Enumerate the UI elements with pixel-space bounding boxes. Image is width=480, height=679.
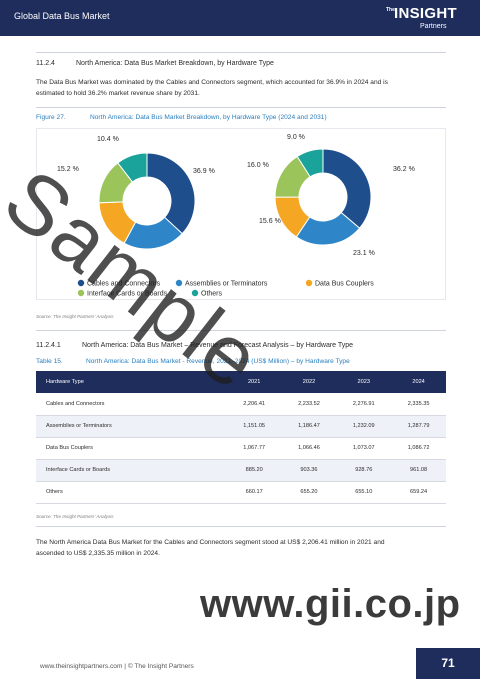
table-cell: 659.24: [391, 481, 446, 504]
insight-partners-logo: The INSIGHT Partners: [384, 4, 464, 34]
legend-label-others: Others: [201, 291, 223, 298]
paragraph-line: The Data Bus Market was dominated by the…: [36, 79, 388, 86]
chart-legend: Cables and Connectors Assemblies or Term…: [77, 279, 374, 298]
divider: [36, 330, 446, 331]
logo-partners: Partners: [420, 23, 447, 30]
table-header-cell: 2024: [391, 371, 446, 393]
table-cell: 2,276.91: [336, 393, 392, 416]
donut-charts-svg: 36.9 % 15.2 % 10.4 % 36.2 % 23.1 % 15.6 % 16.…: [57, 134, 415, 298]
divider: [36, 526, 446, 527]
table-cell: 655.20: [281, 481, 337, 504]
table-cell: 1,067.77: [226, 437, 282, 460]
table-cell: 903.36: [281, 459, 337, 482]
figure-title: North America: Data Bus Market Breakdown…: [90, 114, 327, 121]
subsection-number: 11.2.4.1: [36, 342, 61, 349]
subsection-title: North America: Data Bus Market – Revenue…: [82, 342, 354, 349]
paragraph-line: ascended to US$ 2,335.35 million in 2024…: [36, 550, 160, 557]
table-header-cell: 2023: [336, 371, 392, 393]
legend-swatch-others: [191, 289, 199, 297]
paragraph-line: estimated to hold 36.2% market revenue s…: [36, 90, 200, 97]
table-cell: 961.08: [391, 459, 446, 482]
table-row: Data Bus Couplers 1,067.77 1,066.46 1,07…: [36, 437, 446, 460]
legend-label-cables: Cables and Connectors: [87, 281, 161, 288]
closing-paragraph: The North America Data Bus Market for th…: [36, 537, 456, 559]
table-row: Assemblies or Terminators 1,151.05 1,186…: [36, 415, 446, 438]
table-cell: Interface Cards or Boards: [36, 459, 227, 482]
table-row: Others 660.17 655.20 655.10 659.24: [36, 481, 446, 504]
legend-swatch-cables: [77, 279, 85, 287]
table-header-cell: 2022: [281, 371, 337, 393]
legend-label-assemblies: Assemblies or Terminators: [185, 281, 268, 288]
donut-chart-2031: 36.2 % 23.1 % 15.6 % 16.0 % 9.0 %: [247, 134, 415, 257]
table-cell: 1,186.47: [281, 415, 337, 438]
legend-swatch-assemblies: [175, 279, 183, 287]
table-cell: 2,233.52: [281, 393, 337, 416]
table-cell: 885.20: [226, 459, 282, 482]
figure-label: Figure 27.: [36, 114, 66, 121]
logo-insight: INSIGHT: [394, 5, 457, 22]
donut-value-label: 15.6 %: [259, 218, 281, 225]
divider: [36, 107, 446, 108]
legend-label-couplers: Data Bus Couplers: [315, 281, 374, 288]
table-header-cell: 2021: [226, 371, 282, 393]
legend-swatch-interface: [77, 289, 85, 297]
donut-value-label: 16.0 %: [247, 162, 269, 169]
table-row: Interface Cards or Boards 885.20 903.36 …: [36, 459, 446, 482]
donut-slice-2031-4: [296, 148, 324, 178]
donut-slice-2024-4: [117, 152, 148, 183]
intro-paragraph: The Data Bus Market was dominated by the…: [36, 77, 456, 99]
table-cell: 1,232.09: [336, 415, 392, 438]
table-cell: 1,073.07: [336, 437, 392, 460]
table-cell: 1,287.79: [391, 415, 446, 438]
donut-chart-2024: 36.9 % 15.2 % 10.4 %: [57, 136, 215, 250]
table-title: North America: Data Bus Market - Revenue…: [86, 358, 350, 365]
table-label: Table 15.: [36, 358, 63, 365]
figure-source: Source: The Insight Partners' Analysis: [36, 314, 114, 319]
table-source: Source: The Insight Partners' Analysis: [36, 514, 114, 519]
donut-value-label: 9.0 %: [287, 134, 305, 141]
donut-value-label: 36.2 %: [393, 166, 415, 173]
table-cell: Cables and Connectors: [36, 393, 227, 416]
section-number: 11.2.4: [36, 60, 55, 67]
donut-slice-2024-0: [146, 152, 196, 235]
paragraph-line: The North America Data Bus Market for th…: [36, 539, 385, 546]
table-cell: 928.76: [336, 459, 392, 482]
table-cell: Others: [36, 481, 227, 504]
table-cell: Assemblies or Terminators: [36, 415, 227, 438]
table-cell: 660.17: [226, 481, 282, 504]
divider: [36, 52, 446, 53]
table-row: Cables and Connectors 2,206.41 2,233.52 …: [36, 393, 446, 416]
legend-label-interface: Interface Cards or Boards: [87, 291, 168, 298]
table-cell: 2,335.35: [391, 393, 446, 416]
watermark-url: www.gii.co.jp: [200, 582, 461, 626]
table-cell: 655.10: [336, 481, 392, 504]
table-cell: 1,151.05: [226, 415, 282, 438]
page-number: 71: [416, 648, 480, 679]
donut-slice-2031-0: [322, 148, 372, 229]
legend-swatch-couplers: [305, 279, 313, 287]
table-cell: 1,086.72: [391, 437, 446, 460]
revenue-table: Hardware Type 2021 2022 2023 2024 Cables…: [36, 371, 446, 504]
donut-value-label: 23.1 %: [353, 250, 375, 257]
donut-charts-panel: 36.9 % 15.2 % 10.4 % 36.2 % 23.1 % 15.6 % 16.…: [36, 128, 446, 300]
footer-url: www.theinsightpartners.com | © The Insig…: [40, 663, 194, 670]
donut-value-label: 15.2 %: [57, 166, 79, 173]
section-title: North America: Data Bus Market Breakdown…: [76, 60, 274, 67]
table-cell: 1,066.46: [281, 437, 337, 460]
header-title: Global Data Bus Market: [14, 11, 110, 21]
logo-the: The: [386, 7, 395, 13]
table-header-row: Hardware Type 2021 2022 2023 2024: [36, 371, 446, 393]
donut-value-label: 10.4 %: [97, 136, 119, 143]
table-cell: Data Bus Couplers: [36, 437, 227, 460]
donut-value-label: 36.9 %: [193, 168, 215, 175]
page-header: Global Data Bus Market The INSIGHT Partn…: [0, 0, 480, 36]
table-header-cell: Hardware Type: [36, 371, 227, 393]
table-cell: 2,206.41: [226, 393, 282, 416]
